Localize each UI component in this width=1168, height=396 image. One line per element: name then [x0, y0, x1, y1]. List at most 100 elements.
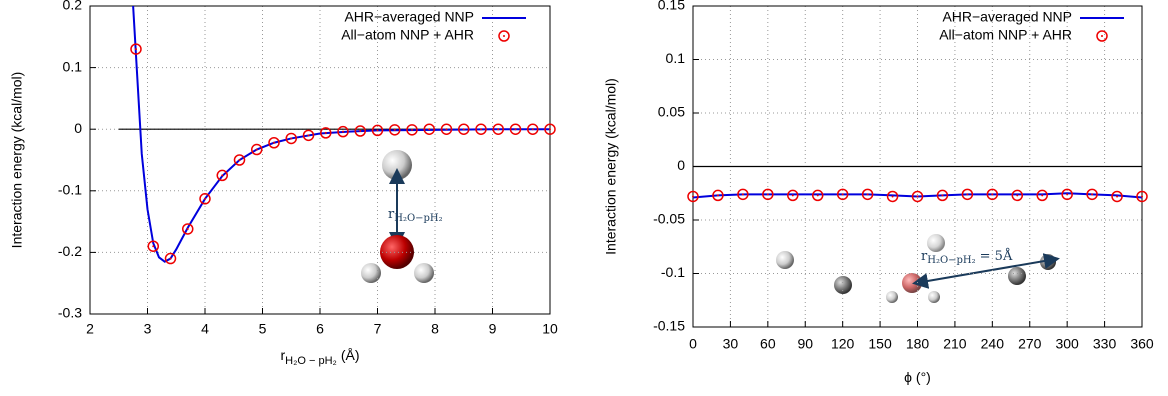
- data-point: [1036, 189, 1048, 202]
- x-tick-label: 270: [1018, 336, 1042, 352]
- point-center: [1041, 194, 1044, 197]
- data-point: [1011, 189, 1024, 202]
- y-tick-label: -0.3: [58, 305, 82, 321]
- y-axis-title: Interaction energy (kcal/mol): [603, 78, 619, 255]
- y-axis-title: Interaction energy (kcal/mol): [9, 72, 25, 249]
- point-center: [692, 195, 694, 198]
- data-point: [302, 129, 315, 142]
- data-point: [182, 223, 194, 235]
- annotation-main: r: [388, 207, 395, 222]
- point-center: [393, 128, 396, 131]
- x-axis-title-unit: (Å): [341, 347, 360, 363]
- data-point: [737, 188, 749, 201]
- annotation: rH₂O−pH₂ = 5Å: [921, 248, 1013, 266]
- annotation-sub: H₂O−pH₂: [927, 255, 975, 266]
- data-point: [337, 125, 349, 138]
- data-point: [389, 124, 401, 136]
- point-center: [238, 159, 241, 161]
- data-point: [886, 190, 899, 203]
- annotation-tail: = 5Å: [980, 248, 1013, 264]
- data-point: [406, 124, 418, 136]
- point-center: [462, 128, 465, 131]
- x-tick-label: 10: [542, 321, 558, 337]
- x-tick-label: 7: [374, 321, 382, 337]
- point-center: [324, 131, 327, 134]
- x-axis-title-sub: H₂O − pH₂: [285, 355, 337, 367]
- point-center: [766, 193, 769, 196]
- x-tick-label: 8: [431, 321, 439, 337]
- y-tick-label: 0.2: [63, 0, 83, 13]
- legend-label: All−atom NNP + AHR: [341, 27, 474, 43]
- point-center: [991, 193, 994, 196]
- data-point: [1086, 188, 1098, 201]
- data-point: [268, 137, 280, 149]
- legend-marker-center: [1101, 35, 1103, 37]
- x-axis-title-main: ϕ (°): [904, 369, 931, 385]
- x-tick-label: 9: [489, 321, 497, 337]
- x-axis-title-main: r: [281, 347, 286, 363]
- data-point: [320, 127, 332, 139]
- data-point: [354, 125, 366, 137]
- point-center: [1066, 193, 1069, 196]
- y-tick-label: -0.15: [653, 318, 685, 334]
- data-point: [371, 124, 384, 137]
- data-point: [492, 123, 504, 135]
- point-center: [497, 128, 500, 131]
- point-center: [290, 137, 293, 140]
- data-point: [687, 190, 699, 203]
- data-point: [986, 188, 999, 201]
- x-tick-label: 240: [981, 336, 1005, 352]
- point-center: [1016, 194, 1019, 197]
- x-tick-label: 90: [797, 336, 813, 352]
- x-tick-label: 300: [1055, 336, 1079, 352]
- annotation: rH₂O−pH₂: [388, 207, 443, 224]
- y-tick-label: -0.05: [653, 211, 685, 227]
- point-center: [255, 148, 258, 151]
- plot-frame: [89, 5, 551, 315]
- x-tick-label: 4: [201, 321, 209, 337]
- data-point: [787, 189, 799, 202]
- x-tick-label: 150: [868, 336, 892, 352]
- y-tick-label: -0.1: [661, 264, 685, 280]
- data-point: [130, 43, 142, 55]
- data-point: [911, 190, 924, 203]
- data-point: [861, 188, 874, 201]
- point-center: [1116, 195, 1119, 198]
- molecule-inset: [361, 150, 434, 283]
- point-center: [514, 128, 517, 131]
- point-center: [342, 130, 344, 133]
- data-point: [712, 189, 724, 202]
- x-tick-label: 5: [259, 321, 267, 337]
- point-center: [816, 194, 819, 197]
- x-tick-label: 330: [1093, 336, 1117, 352]
- point-center: [866, 193, 869, 196]
- point-center: [445, 128, 448, 131]
- data-point: [199, 193, 211, 205]
- point-center: [169, 257, 172, 260]
- point-center: [891, 195, 894, 198]
- point-center: [186, 227, 189, 230]
- data-point: [1061, 188, 1073, 201]
- data-point: [936, 189, 949, 202]
- point-center: [411, 128, 413, 131]
- x-tick-label: 2: [86, 321, 94, 337]
- point-center: [204, 197, 206, 200]
- x-tick-label: 6: [316, 321, 324, 337]
- point-center: [1091, 193, 1094, 196]
- data-point: [458, 123, 470, 135]
- plot: 0 30 60 90 120 150 180 210 240 270 300 330 360 -0.15 -…: [603, 0, 1154, 385]
- x-tick-label: 120: [831, 336, 855, 352]
- x-tick-label: 360: [1130, 336, 1154, 352]
- point-center: [716, 194, 719, 197]
- point-center: [966, 193, 969, 196]
- data-point: [527, 123, 539, 135]
- data-point: [285, 132, 297, 145]
- point-center: [791, 194, 794, 197]
- data-point: [164, 252, 177, 265]
- legend-marker-center: [503, 35, 505, 37]
- legend-label: AHR−averaged NNP: [942, 9, 1072, 25]
- data-point: [961, 188, 974, 201]
- data-point: [509, 123, 522, 135]
